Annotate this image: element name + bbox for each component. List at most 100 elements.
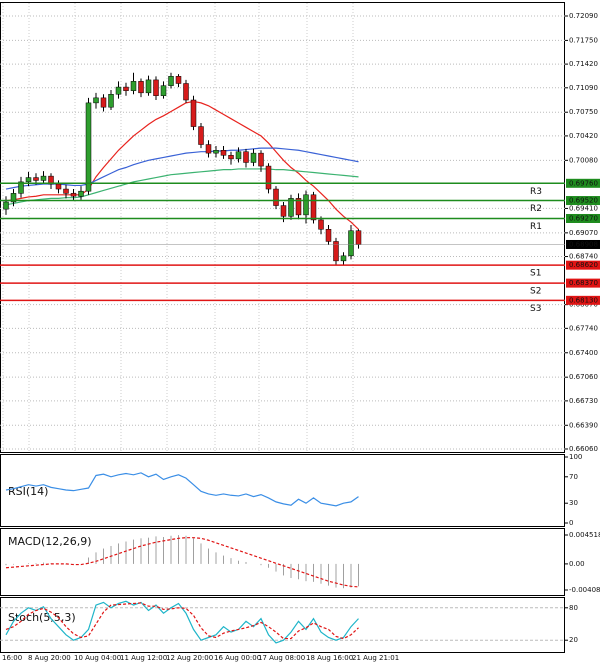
candle-body — [183, 83, 189, 101]
candle-body — [198, 126, 204, 145]
macd-bar — [305, 563, 307, 582]
candle-body — [265, 165, 272, 190]
y-tick-label: 0.70080 — [569, 156, 598, 164]
macd-bar — [335, 563, 337, 588]
pivot-price-label: 0.69520 — [569, 197, 598, 205]
candle-body — [213, 150, 219, 154]
macd-panel — [0, 528, 565, 596]
y-tick-label: 0.69410 — [569, 204, 598, 212]
y-tick-label: 0.004518 — [569, 531, 600, 539]
macd-bar — [238, 560, 239, 564]
main-panel — [0, 2, 565, 453]
candle-body — [10, 193, 17, 203]
candle-body — [190, 99, 197, 127]
candle-body — [123, 86, 129, 91]
y-tick-label: 0.71090 — [569, 84, 598, 92]
macd-bar — [223, 555, 224, 564]
candle-body — [78, 190, 84, 197]
macd-bar — [43, 562, 44, 564]
x-tick-label: 12 Aug 20:00 — [166, 654, 213, 662]
candle-body — [138, 81, 144, 94]
macd-bar — [208, 548, 209, 564]
candle-body — [280, 205, 287, 217]
macd-bar — [13, 563, 14, 565]
candle-body — [333, 241, 339, 262]
y-tick-label: 0.67060 — [569, 373, 598, 381]
macd-bar — [133, 539, 134, 564]
y-tick-label: 20 — [569, 636, 578, 644]
pivot-name: S1 — [530, 269, 541, 279]
candle-body — [18, 181, 24, 194]
candle-body — [303, 194, 309, 216]
y-tick-label: 0.66060 — [569, 445, 598, 453]
pivot-name: R3 — [530, 187, 542, 197]
x-tick-label: 8 Aug 20:00 — [28, 654, 71, 662]
macd-bar — [260, 563, 262, 566]
macd-bar — [328, 563, 329, 586]
y-tick-label: 0.66730 — [569, 397, 598, 405]
macd-bar — [35, 563, 37, 564]
candle-body — [205, 144, 212, 154]
candle-body — [55, 183, 62, 190]
y-tick-label: 0.70420 — [569, 132, 598, 140]
y-tick-label: -0.00408 — [569, 586, 600, 594]
pivot-price-box — [566, 178, 600, 188]
macd-bar — [350, 563, 352, 588]
y-tick-label: 30 — [569, 499, 578, 507]
macd-bar — [178, 535, 179, 564]
y-tick-label: 0.71420 — [569, 60, 598, 68]
y-tick-label: 0.67740 — [569, 324, 598, 332]
y-tick-label: 0.70750 — [569, 108, 598, 116]
y-tick-label: 70 — [569, 473, 578, 481]
candle-body — [175, 76, 182, 84]
pivot-price-label: 0.68370 — [569, 279, 598, 287]
macd-bar — [358, 563, 359, 587]
x-tick-label: 10 Aug 04:00 — [74, 654, 121, 662]
macd-bar — [185, 535, 187, 564]
x-tick-label: 18 Aug 16:00 — [306, 654, 353, 662]
candle-body — [70, 193, 77, 197]
macd-bar — [118, 543, 119, 564]
macd-bar — [193, 538, 194, 564]
candle-body — [145, 79, 152, 94]
macd-bar — [140, 538, 142, 564]
candle-body — [115, 86, 122, 95]
candle-body — [25, 177, 32, 183]
candle-body — [273, 188, 279, 206]
moving-average — [5, 100, 359, 230]
rsi-panel — [0, 454, 565, 527]
candle-body — [40, 175, 47, 181]
macd-bar — [298, 563, 299, 580]
macd-title: MACD(12,26,9) — [8, 535, 92, 548]
macd-bar — [268, 563, 269, 568]
stoch-signal — [5, 602, 359, 640]
pivot-price-box — [566, 278, 600, 288]
candle-body — [100, 97, 107, 108]
pivot-price-box — [566, 295, 600, 305]
pivot-name: R2 — [530, 204, 542, 214]
x-tick-label: 16 Aug 00:00 — [214, 654, 261, 662]
macd-bar — [313, 563, 314, 582]
rsi-title: RSI(14) — [8, 485, 48, 498]
candle-body — [288, 198, 294, 217]
price-label: 0.68908 — [569, 240, 598, 248]
macd-bar — [148, 537, 149, 564]
macd-bar — [170, 535, 172, 564]
candle-body — [220, 150, 227, 156]
candle-body — [258, 152, 264, 167]
pivot-price-box — [566, 213, 600, 223]
moving-average — [5, 168, 359, 206]
y-tick-label: 0.00 — [569, 560, 585, 568]
macd-bar — [245, 561, 247, 564]
y-tick-label: 0.66390 — [569, 421, 598, 429]
candle-body — [228, 155, 234, 160]
candle-body — [355, 230, 362, 245]
macd-signal — [5, 537, 359, 588]
candle-body — [325, 229, 332, 242]
candle-body — [85, 102, 92, 192]
x-tick-label: 16:00 — [2, 654, 22, 662]
macd-bar — [125, 541, 127, 564]
y-tick-label: 0.72090 — [569, 12, 598, 20]
macd-bar — [103, 548, 104, 564]
